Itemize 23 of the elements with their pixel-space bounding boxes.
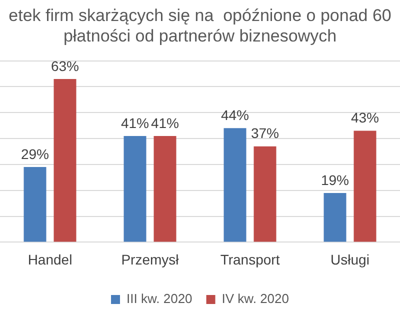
data-label: 37%	[250, 125, 280, 142]
bar	[224, 128, 246, 242]
data-label: 43%	[350, 110, 380, 126]
bar	[154, 136, 176, 242]
x-tick-label: Transport	[220, 251, 280, 268]
data-label: 19%	[320, 172, 350, 188]
bar	[354, 130, 376, 242]
legend-label: III kw. 2020	[126, 291, 192, 306]
bar	[24, 167, 46, 242]
bar	[324, 192, 346, 242]
data-label: 41%	[150, 114, 180, 131]
legend-label: IV kw. 2020	[222, 291, 289, 306]
data-label: 44%	[220, 107, 250, 124]
bar	[124, 136, 146, 242]
chart-title: etek firm skarżących się na opóźnione o ponad 60 płatności od partnerów biznesowych	[8, 6, 392, 46]
data-label: 29%	[20, 146, 50, 162]
bar	[254, 146, 276, 242]
data-label: 63%	[50, 58, 80, 74]
bar	[54, 78, 76, 242]
x-tick-label: Przemysł	[121, 251, 180, 268]
x-tick-label: Handel	[28, 251, 72, 268]
x-tick-label: Usługi	[330, 251, 370, 268]
data-label: 41%	[120, 114, 150, 131]
